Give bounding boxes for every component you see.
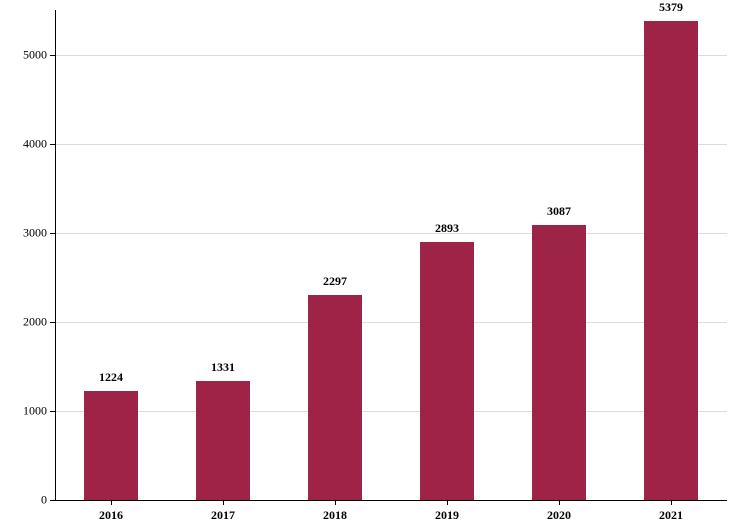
gridline [55,411,727,412]
bar [84,391,138,500]
bar-value-label: 1331 [211,360,235,375]
bar [420,242,474,500]
bar-value-label: 5379 [659,0,683,15]
bar [644,21,698,500]
x-axis [55,500,727,501]
bar-value-label: 1224 [99,370,123,385]
y-axis [55,10,56,500]
y-tick-label: 2000 [23,314,55,329]
bar-value-label: 2297 [323,274,347,289]
x-tick-label: 2020 [547,500,571,523]
bar [196,381,250,500]
x-tick-label: 2019 [435,500,459,523]
x-tick-label: 2021 [659,500,683,523]
x-tick-label: 2016 [99,500,123,523]
y-tick-label: 4000 [23,136,55,151]
gridline [55,322,727,323]
bar [532,225,586,500]
x-tick-label: 2017 [211,500,235,523]
bar [308,295,362,500]
y-tick-label: 3000 [23,225,55,240]
x-tick-label: 2018 [323,500,347,523]
bar-chart: 0 1000 2000 3000 4000 5000 1224 2016 1331 2017 229… [0,0,740,530]
gridline [55,233,727,234]
y-tick-label: 1000 [23,403,55,418]
plot-area: 0100020003000400050001224201613312017229… [55,10,727,500]
gridline [55,144,727,145]
gridline [55,55,727,56]
bar-value-label: 3087 [547,204,571,219]
y-tick-label: 5000 [23,47,55,62]
bar-value-label: 2893 [435,221,459,236]
y-tick-label: 0 [41,493,55,508]
